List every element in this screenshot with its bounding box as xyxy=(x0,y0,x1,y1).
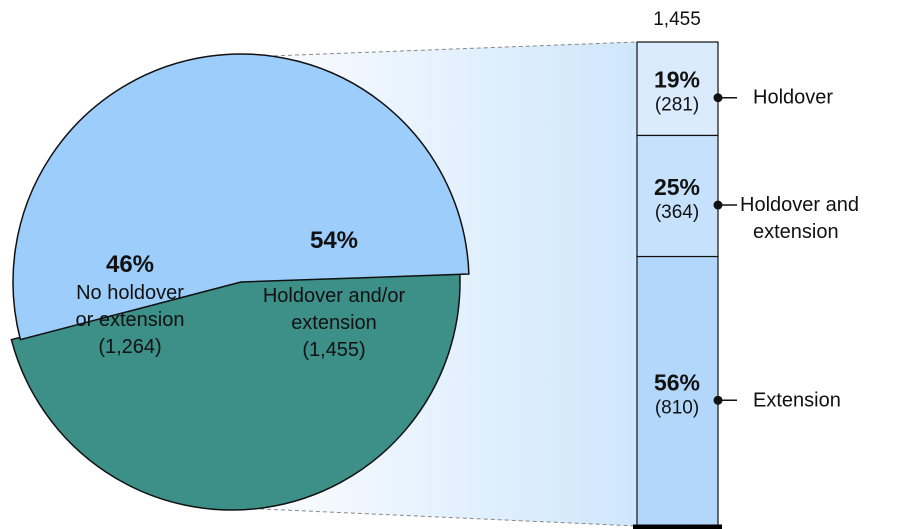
callout-label-holdover-and-extension-line2: extension xyxy=(753,221,839,243)
pie-slice-holdover-and-or-extension xyxy=(12,53,470,341)
callout-label-holdover: Holdover xyxy=(753,87,833,109)
callout-label-extension: Extension xyxy=(753,389,841,411)
segment-1-percent: 25% xyxy=(654,174,700,200)
slice-1-label-line1: Holdover and/or xyxy=(263,285,406,307)
segment-1-count: (364) xyxy=(655,202,699,223)
breakdown-stack xyxy=(636,41,719,527)
callout-label-holdover-and-extension-line1: Holdover and xyxy=(740,194,859,216)
slice-0-count: (1,264) xyxy=(98,336,161,358)
slice-1-percent: 54% xyxy=(310,227,358,254)
segment-2-count: (810) xyxy=(655,397,699,418)
slice-1-count: (1,455) xyxy=(302,339,365,361)
pie-slice-no-holdover xyxy=(10,273,461,511)
stack-segment-holdover-and-extension xyxy=(636,134,719,258)
breakdown-total-label: 1,455 xyxy=(653,9,701,30)
slice-0-label-line2: or extension xyxy=(76,309,185,331)
slice-0-percent: 46% xyxy=(106,251,154,278)
slice-0-label-line1: No holdover xyxy=(76,282,184,304)
slice-1-label-line2: extension xyxy=(291,312,377,334)
segment-2-percent: 56% xyxy=(654,369,700,395)
stack-segment-extension xyxy=(636,255,719,527)
segment-0-percent: 19% xyxy=(654,67,700,93)
segment-0-count: (281) xyxy=(655,95,699,116)
